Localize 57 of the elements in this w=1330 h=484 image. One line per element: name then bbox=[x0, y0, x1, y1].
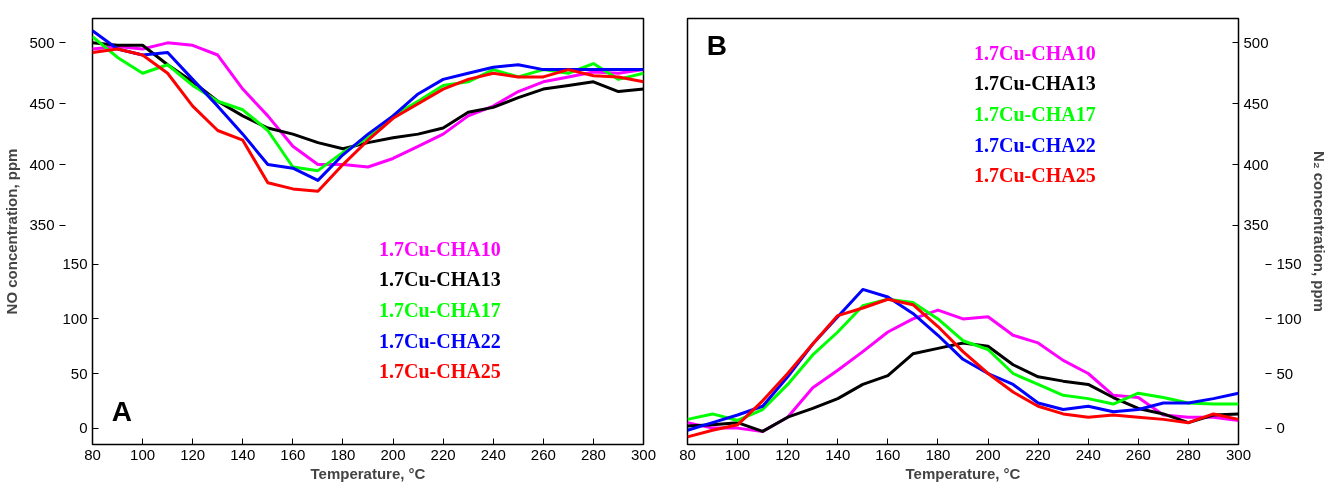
text: 1.7Cu-CHA13 bbox=[379, 268, 501, 291]
y2-tick-label: 450 bbox=[1243, 94, 1269, 112]
x-tick-label: 260 bbox=[530, 445, 556, 463]
x-tick-label: 180 bbox=[925, 445, 951, 463]
text: 1.7Cu-CHA25 bbox=[379, 360, 501, 383]
y2-tick-label: 350 bbox=[1243, 216, 1269, 234]
x-axis-title: Temperature, °C bbox=[310, 464, 426, 482]
x-tick-label: 120 bbox=[180, 445, 206, 463]
y-axis-title: N₂ concentration, ppm bbox=[1310, 151, 1328, 312]
x-tick-label: 80 bbox=[84, 445, 101, 463]
x-tick-label: 240 bbox=[480, 445, 506, 463]
x-tick-label: 120 bbox=[775, 445, 801, 463]
y-tick-label: 100 bbox=[62, 309, 88, 327]
text: 1.7Cu-CHA13 bbox=[974, 72, 1096, 95]
annotation: B bbox=[706, 30, 728, 62]
x-tick-label: 260 bbox=[1125, 445, 1151, 463]
y-tick-label: 50 bbox=[70, 364, 88, 382]
text: 1.7Cu-CHA10 bbox=[974, 41, 1096, 64]
x-tick-label: 200 bbox=[380, 445, 406, 463]
x-tick-label: 220 bbox=[1025, 445, 1051, 463]
x-tick-label: 220 bbox=[430, 445, 456, 463]
y2-tick-label: 400 bbox=[29, 155, 55, 173]
x-tick-label: 240 bbox=[1075, 445, 1101, 463]
y2-tick-label: 400 bbox=[1243, 155, 1269, 173]
x-tick-label: 200 bbox=[975, 445, 1001, 463]
text: 1.7Cu-CHA25 bbox=[974, 164, 1096, 187]
x-tick-label: 80 bbox=[679, 445, 696, 463]
x-tick-label: 300 bbox=[630, 445, 657, 463]
x-tick-label: 160 bbox=[280, 445, 306, 463]
y2-tick-label: 450 bbox=[29, 94, 55, 112]
text: 1.7Cu-CHA22 bbox=[974, 133, 1096, 156]
x-tick-label: 140 bbox=[825, 445, 851, 463]
line-series bbox=[92, 47, 644, 193]
y-tick-label: 0 bbox=[79, 419, 88, 437]
y-tick-label: 100 bbox=[1276, 309, 1302, 327]
y2-tick-label: 500 bbox=[1243, 33, 1269, 51]
y2-tick-label: 350 bbox=[29, 216, 55, 234]
x-tick-label: 280 bbox=[580, 445, 606, 463]
y2-tick-label: 500 bbox=[29, 33, 55, 51]
annotation: A bbox=[111, 396, 133, 428]
y-tick-label: 50 bbox=[1276, 364, 1294, 382]
y-tick-label: 0 bbox=[1276, 419, 1285, 437]
x-tick-label: 140 bbox=[230, 445, 256, 463]
x-tick-label: 160 bbox=[875, 445, 901, 463]
x-tick-label: 180 bbox=[330, 445, 356, 463]
text: 1.7Cu-CHA10 bbox=[379, 237, 501, 260]
y-tick-label: 150 bbox=[1276, 255, 1302, 273]
x-tick-label: 100 bbox=[725, 445, 751, 463]
x-tick-label: 280 bbox=[1175, 445, 1201, 463]
y2-axis-title: NO concentration, ppm bbox=[3, 148, 21, 315]
text: 1.7Cu-CHA17 bbox=[379, 298, 501, 321]
x-tick-label: 100 bbox=[130, 445, 156, 463]
x-axis-title: Temperature, °C bbox=[905, 464, 1021, 482]
x-tick-label: 300 bbox=[1225, 445, 1252, 463]
text: 1.7Cu-CHA22 bbox=[379, 329, 501, 352]
text: 1.7Cu-CHA17 bbox=[974, 102, 1096, 125]
y-tick-label: 150 bbox=[62, 255, 88, 273]
